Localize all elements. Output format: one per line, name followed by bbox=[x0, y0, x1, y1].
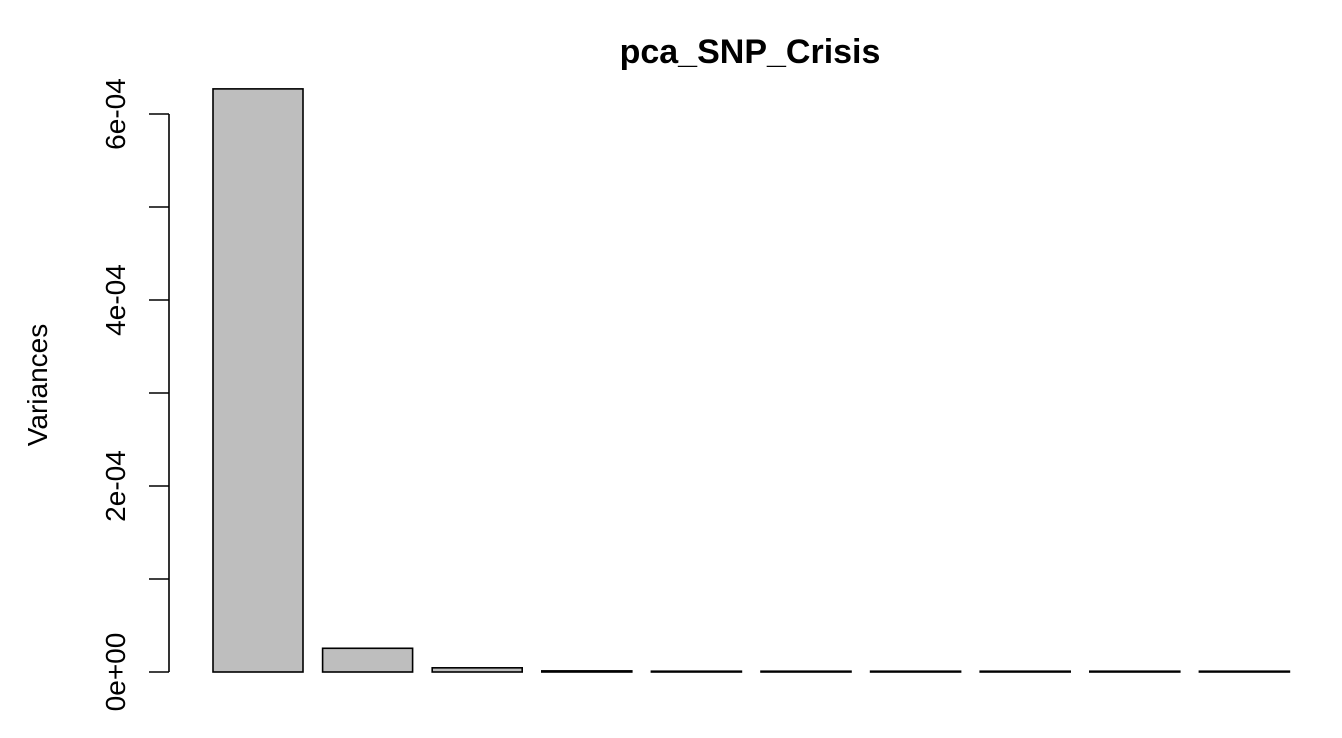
y-tick-label: 2e-04 bbox=[100, 450, 131, 522]
bars-group bbox=[212, 88, 1291, 673]
bar-pc1 bbox=[212, 88, 304, 673]
bar-pc7 bbox=[869, 670, 962, 673]
y-axis-label: Variances bbox=[22, 324, 53, 446]
chart-title: pca_SNP_Crisis bbox=[620, 33, 881, 71]
bar-pc5 bbox=[650, 670, 743, 673]
y-tick-label: 6e-04 bbox=[100, 78, 131, 150]
bar-pc4 bbox=[540, 670, 633, 673]
y-tick-label: 0e+00 bbox=[100, 633, 131, 712]
y-axis: 0e+00 2e-04 4e-04 6e-04 bbox=[100, 78, 170, 712]
bar-pc10 bbox=[1198, 670, 1291, 673]
bar-pc3 bbox=[431, 667, 524, 673]
bar-pc9 bbox=[1089, 670, 1181, 673]
bar-pc6 bbox=[760, 670, 852, 673]
bar-pc2 bbox=[321, 647, 414, 673]
bar-pc8 bbox=[979, 670, 1072, 673]
y-tick-label: 4e-04 bbox=[100, 264, 131, 336]
